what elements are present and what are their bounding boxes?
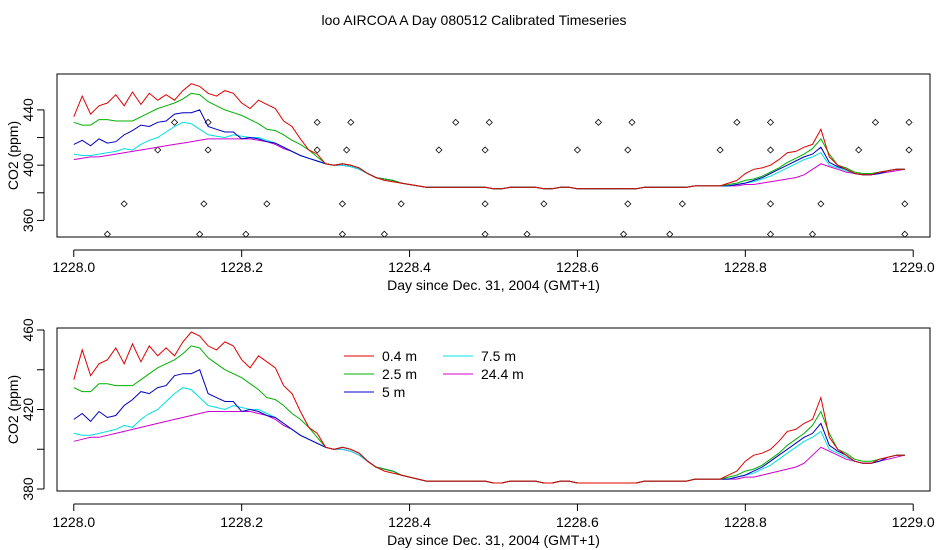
scatter-point — [871, 118, 880, 126]
scatter-point — [397, 200, 405, 208]
scatter-point — [594, 118, 602, 126]
x-axis-top: 1228.0 1228.2 1228.4 1228.6 1228.8 1229.0 — [52, 249, 935, 275]
scatter-point — [313, 118, 321, 126]
scatter-point — [452, 118, 460, 126]
scatter-point — [808, 230, 817, 238]
scatter-point — [766, 146, 775, 154]
legend-label: 2.5 m — [382, 366, 417, 382]
scatter-point — [347, 118, 355, 126]
scatter-point — [120, 200, 128, 208]
plot-frame-top — [56, 73, 931, 238]
scatter-point — [666, 230, 674, 238]
series-line-0-4-m — [73, 83, 905, 190]
scatter-point — [263, 200, 271, 208]
y-tick-label: 380 — [20, 477, 36, 501]
scatter-point — [716, 146, 724, 154]
scatter-point — [733, 118, 741, 126]
legend-label: 0.4 m — [382, 348, 417, 364]
legend-entry: 2.5 m — [344, 366, 417, 382]
y-tick-label: 360 — [20, 209, 36, 233]
y-tick-label: 400 — [20, 153, 36, 177]
scatter-point — [481, 200, 489, 208]
legend-entry: 5 m — [344, 384, 405, 400]
legend-label: 24.4 m — [481, 366, 524, 382]
legend: 0.4 m 2.5 m 5 m 7.5 m 24.4 m — [344, 348, 524, 400]
x-tick-label: 1229.0 — [892, 259, 935, 275]
scatter-point — [573, 146, 582, 154]
y-tick-label: 460 — [20, 318, 36, 342]
x-tick-label: 1228.4 — [388, 514, 431, 530]
scatter-point — [905, 146, 913, 154]
chart-panel-bottom: 1228.0 1228.2 1228.4 1228.6 1228.8 1229.0 380… — [5, 318, 935, 548]
x-tick-label: 1228.0 — [52, 259, 95, 275]
scatter-markers-top — [103, 118, 913, 238]
scatter-point — [338, 200, 346, 208]
x-tick-label: 1228.8 — [724, 514, 767, 530]
scatter-point — [901, 200, 909, 208]
scatter-point — [204, 146, 212, 154]
scatter-point — [523, 230, 531, 238]
y-tick-label: 420 — [20, 398, 36, 422]
scatter-point — [242, 230, 250, 238]
scatter-point — [901, 230, 909, 238]
scatter-point — [200, 200, 208, 208]
scatter-point — [855, 146, 863, 154]
series-lines-top — [73, 83, 905, 190]
y-axis-bottom: 380 420 460 — [20, 318, 45, 501]
scatter-point — [905, 118, 913, 126]
scatter-point — [196, 230, 204, 238]
x-tick-label: 1228.0 — [52, 514, 95, 530]
scatter-point — [678, 200, 686, 208]
scatter-point — [817, 200, 825, 208]
legend-entry: 24.4 m — [443, 366, 524, 382]
y-axis-top: 360 400 440 — [20, 98, 45, 233]
x-axis-label-top: Day since Dec. 31, 2004 (GMT+1) — [387, 277, 600, 293]
x-tick-label: 1228.4 — [388, 259, 431, 275]
scatter-point — [766, 230, 775, 238]
y-axis-label-bottom: CO2 (ppm) — [5, 375, 21, 444]
plot-frame-bottom — [56, 327, 931, 492]
x-tick-label: 1228.6 — [556, 514, 599, 530]
scatter-point — [313, 146, 321, 154]
series-lines-bottom — [73, 331, 905, 484]
chart-panel-top: 1228.0 1228.2 1228.4 1228.6 1228.8 1229.0 360… — [5, 73, 935, 293]
x-axis-label-bottom: Day since Dec. 31, 2004 (GMT+1) — [387, 532, 600, 548]
series-line-0-4-m — [73, 331, 905, 484]
scatter-point — [170, 118, 179, 126]
scatter-point — [620, 230, 628, 238]
y-axis-label-top: CO2 (ppm) — [5, 121, 21, 190]
legend-label: 5 m — [382, 384, 405, 400]
scatter-point — [485, 118, 493, 126]
scatter-point — [380, 230, 388, 238]
figure-title: loo AIRCOA A Day 080512 Calibrated Times… — [321, 12, 626, 28]
scatter-point — [154, 146, 162, 154]
scatter-point — [481, 230, 489, 238]
scatter-point — [766, 118, 775, 126]
y-tick-label: 440 — [20, 98, 36, 122]
scatter-point — [204, 118, 212, 126]
scatter-point — [624, 200, 632, 208]
scatter-point — [766, 200, 775, 208]
scatter-point — [624, 146, 632, 154]
legend-entry: 7.5 m — [443, 348, 516, 364]
x-tick-label: 1229.0 — [892, 514, 935, 530]
scatter-point — [435, 146, 443, 154]
legend-entry: 0.4 m — [344, 348, 417, 364]
legend-label: 7.5 m — [481, 348, 516, 364]
scatter-point — [338, 230, 346, 238]
x-tick-label: 1228.6 — [556, 259, 599, 275]
scatter-point — [343, 146, 351, 154]
scatter-point — [540, 200, 548, 208]
scatter-point — [103, 230, 111, 238]
scatter-point — [481, 146, 489, 154]
scatter-point — [628, 118, 636, 126]
x-tick-label: 1228.2 — [220, 514, 263, 530]
x-axis-bottom: 1228.0 1228.2 1228.4 1228.6 1228.8 1229.0 — [52, 503, 935, 530]
x-tick-label: 1228.8 — [724, 259, 767, 275]
x-tick-label: 1228.2 — [220, 259, 263, 275]
